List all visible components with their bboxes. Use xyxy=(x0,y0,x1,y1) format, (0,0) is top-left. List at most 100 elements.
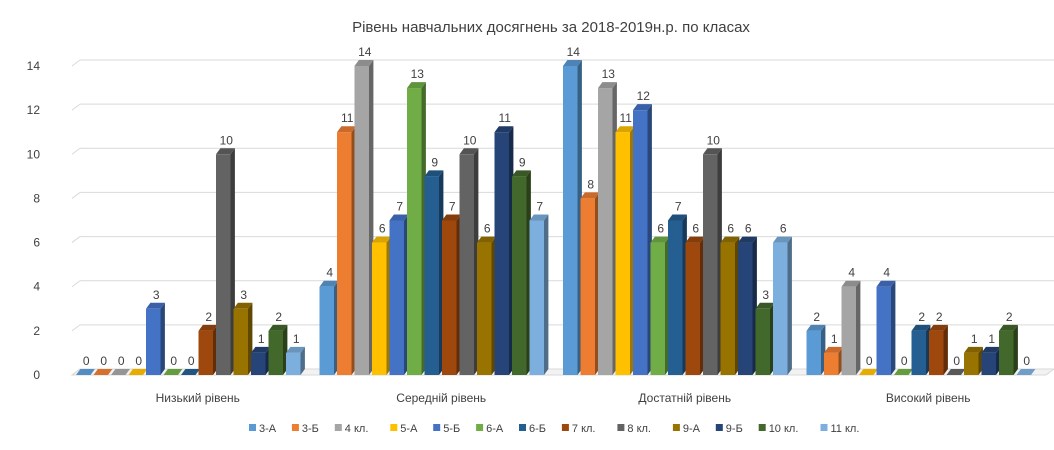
bar xyxy=(146,302,165,375)
data-label: 14 xyxy=(567,45,581,59)
bar-top xyxy=(703,148,722,155)
bar-zero xyxy=(76,369,95,375)
bar-front xyxy=(286,352,301,375)
bar-top xyxy=(494,126,514,133)
gridline-depth xyxy=(71,59,81,67)
data-label: 9 xyxy=(431,155,438,169)
bar-front xyxy=(876,286,891,375)
bar-top xyxy=(442,214,461,221)
legend: 3-А 3-Б 4 кл. 5-А 5-Б 6-А 6-Б 7 кл. 8 кл. 9-А 9-Б 1… xyxy=(249,423,859,435)
legend-item: 10 кл. xyxy=(758,423,798,435)
legend-label: 5-Б xyxy=(443,423,460,435)
x-tick-label: Достатній рівень xyxy=(638,391,731,405)
data-label: 11 xyxy=(341,111,354,125)
gridline-depth xyxy=(71,368,81,376)
data-label: 0 xyxy=(866,354,873,368)
legend-item: 6-А xyxy=(476,423,504,435)
y-tick-label: 10 xyxy=(27,147,41,161)
legend-item: 8 кл. xyxy=(617,423,651,435)
y-tick-label: 12 xyxy=(27,103,41,117)
data-label: 2 xyxy=(918,310,925,324)
y-tick-label: 6 xyxy=(33,236,40,250)
data-label: 0 xyxy=(170,354,177,368)
legend-swatch xyxy=(820,424,828,431)
legend-label: 9-А xyxy=(683,423,701,435)
legend-label: 3-А xyxy=(259,423,277,435)
data-label: 6 xyxy=(745,222,752,236)
data-label: 7 xyxy=(536,200,543,214)
bar-front xyxy=(372,242,387,375)
data-label: 4 xyxy=(848,266,855,280)
bar-top xyxy=(354,60,374,66)
legend-swatch xyxy=(433,424,441,431)
bar xyxy=(738,236,757,375)
bar-top xyxy=(668,214,687,221)
bar-front xyxy=(668,220,683,375)
data-label: 2 xyxy=(1006,310,1013,324)
bar xyxy=(251,346,270,375)
bar-zero xyxy=(1016,369,1036,375)
bar xyxy=(633,104,652,376)
bar xyxy=(459,148,479,375)
bar-side xyxy=(160,302,165,375)
y-tick-label: 14 xyxy=(27,59,41,73)
bar-top xyxy=(389,214,409,221)
bar xyxy=(337,126,356,375)
bar-top xyxy=(529,214,549,221)
bar-top xyxy=(981,346,1001,353)
chart-title: Рівень навчальних досягнень за 2018-2019… xyxy=(352,19,750,36)
bar-front xyxy=(337,132,352,375)
bar-top xyxy=(563,60,582,66)
bar-side xyxy=(300,346,305,375)
bar-front xyxy=(563,66,578,375)
x-tick-label: Середній рівень xyxy=(396,391,486,405)
data-label: 7 xyxy=(396,200,403,214)
bar-zero xyxy=(181,369,200,375)
bar-top xyxy=(824,346,843,353)
data-label: 12 xyxy=(637,89,651,103)
legend-item: 11 кл. xyxy=(820,423,859,435)
bar xyxy=(964,346,983,375)
legend-swatch xyxy=(758,424,766,431)
bar xyxy=(216,148,235,375)
bar-top xyxy=(286,346,305,353)
gridline-depth xyxy=(71,324,81,332)
data-label: 13 xyxy=(602,67,616,81)
bar-front xyxy=(407,88,422,376)
bar-front xyxy=(824,352,839,375)
data-label: 0 xyxy=(188,354,195,368)
data-label: 1 xyxy=(258,332,265,346)
legend-swatch xyxy=(476,424,484,431)
bar xyxy=(354,60,374,375)
bar-front xyxy=(389,220,404,375)
data-label: 2 xyxy=(205,310,212,324)
bar xyxy=(512,170,531,375)
legend-swatch xyxy=(672,424,680,431)
bar-front xyxy=(354,66,369,375)
data-label: 7 xyxy=(449,200,456,214)
bar xyxy=(389,214,409,375)
legend-item: 3-А xyxy=(249,423,277,435)
bar xyxy=(424,170,444,375)
x-tick-label: Низький рівень xyxy=(156,391,240,405)
data-label: 6 xyxy=(780,222,787,236)
data-label: 9 xyxy=(519,155,526,169)
bars xyxy=(76,60,1036,376)
bar xyxy=(477,236,496,375)
bar xyxy=(198,324,218,375)
bar-side xyxy=(1013,324,1018,375)
data-labels: 0 0 0 030 0210312141114671397106119714813111… xyxy=(83,45,1031,368)
data-label: 2 xyxy=(275,310,282,324)
bar-front xyxy=(964,352,979,375)
bar-front xyxy=(929,330,944,375)
bar-top xyxy=(650,236,670,243)
bar xyxy=(563,60,582,375)
bar-top xyxy=(755,302,775,309)
data-label: 6 xyxy=(379,222,386,236)
legend-swatch xyxy=(519,424,526,431)
legend-item: 9-А xyxy=(672,423,701,435)
bar-top xyxy=(216,148,235,155)
data-label: 10 xyxy=(220,133,234,147)
bar-side xyxy=(891,280,896,375)
bar xyxy=(929,324,948,375)
